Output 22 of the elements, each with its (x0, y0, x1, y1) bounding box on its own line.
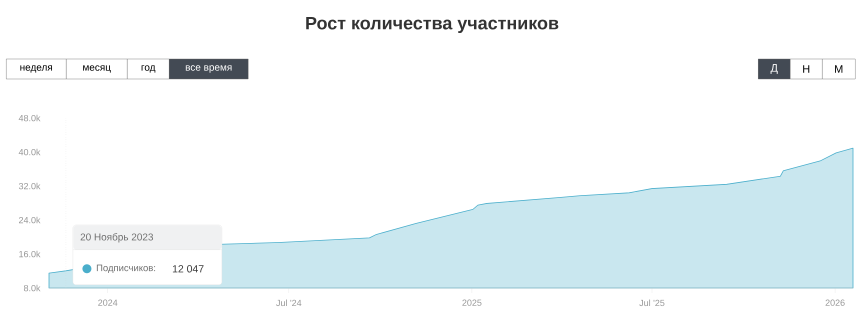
y-tick-label: 24.0k (19, 216, 40, 224)
y-tick-label: 16.0k (19, 250, 40, 258)
x-tick-label: Jul '25 (639, 300, 664, 306)
text: неделя (20, 65, 52, 73)
text: Н (803, 65, 810, 73)
x-tick-label: Jul '24 (276, 300, 302, 306)
annotation: 12 047 (172, 265, 204, 273)
text: месяц (83, 65, 111, 73)
y-tick-label: 8.0k (24, 284, 40, 292)
x-tick-label: 2026 (826, 300, 845, 306)
text: М (835, 65, 842, 73)
x-tick-label: 2024 (98, 300, 118, 306)
text: все время (186, 65, 232, 73)
text: год (142, 65, 156, 73)
annotation: Подписчиков: (96, 264, 156, 274)
x-tick-label: 2025 (462, 300, 482, 306)
y-tick-label: 32.0k (18, 182, 40, 190)
annotation: 20 Ноябрь 2023 (80, 233, 154, 242)
y-tick-label: 48.0k (18, 114, 40, 122)
text: Д (770, 64, 778, 74)
chart-title: Рост количества участников (306, 16, 558, 34)
y-tick-label: 40.0k (18, 148, 40, 156)
